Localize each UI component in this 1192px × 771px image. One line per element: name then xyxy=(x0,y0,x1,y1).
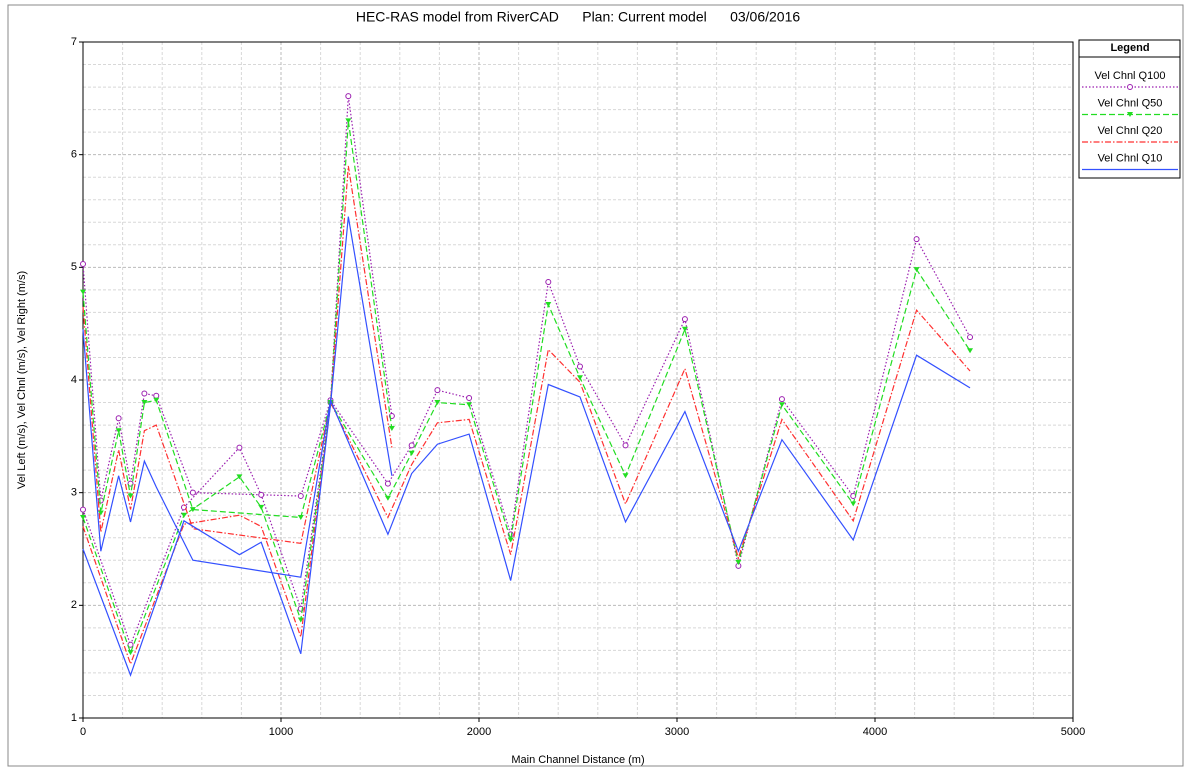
point xyxy=(180,512,187,518)
y-axis-label: Vel Left (m/s), Vel Chnl (m/s), Vel Righ… xyxy=(16,271,28,489)
y-tick-label: 3 xyxy=(71,487,77,499)
point xyxy=(967,334,974,341)
point xyxy=(408,450,415,456)
legend-label: Vel Chnl Q50 xyxy=(1098,97,1163,109)
point xyxy=(153,397,160,403)
point xyxy=(297,617,304,623)
legend-box xyxy=(1078,39,1181,179)
point xyxy=(545,278,552,285)
plot-border xyxy=(82,41,1074,719)
point xyxy=(681,326,688,332)
point xyxy=(1127,84,1133,90)
point xyxy=(115,415,122,422)
point xyxy=(345,93,352,100)
point xyxy=(258,504,265,510)
y-tick-label: 5 xyxy=(71,261,77,273)
x-tick-label: 1000 xyxy=(269,726,293,738)
point xyxy=(153,392,160,399)
point xyxy=(507,537,514,543)
point xyxy=(681,316,688,323)
point xyxy=(141,390,148,397)
y-tick-label: 7 xyxy=(71,36,77,48)
point xyxy=(80,514,86,520)
point xyxy=(850,501,857,507)
point xyxy=(466,395,473,402)
point xyxy=(622,442,629,449)
point xyxy=(97,510,104,516)
point xyxy=(297,514,304,520)
series-line xyxy=(82,216,971,677)
chart-title: HEC-RAS model from RiverCAD Plan: Curren… xyxy=(356,9,800,25)
point xyxy=(388,425,395,431)
x-tick-label: 0 xyxy=(80,726,86,738)
point xyxy=(778,396,785,403)
point xyxy=(408,442,415,449)
point xyxy=(189,507,196,513)
point xyxy=(466,402,473,408)
legend-label: Vel Chnl Q20 xyxy=(1098,125,1163,137)
legend-label: Vel Chnl Q10 xyxy=(1098,152,1163,164)
point xyxy=(384,480,391,487)
x-tick-label: 5000 xyxy=(1061,726,1085,738)
y-tick-label: 1 xyxy=(71,712,77,724)
point xyxy=(1127,112,1133,117)
point xyxy=(297,493,304,500)
y-tick-label: 4 xyxy=(71,374,77,386)
point xyxy=(913,236,920,243)
point xyxy=(115,428,122,434)
y-tick-label: 2 xyxy=(71,599,77,611)
point xyxy=(345,118,352,124)
point xyxy=(127,650,134,656)
point xyxy=(236,474,243,480)
point xyxy=(913,267,920,273)
point xyxy=(434,400,441,406)
point xyxy=(141,400,148,406)
point xyxy=(97,497,104,504)
point xyxy=(576,363,583,370)
legend-title: Legend xyxy=(1110,42,1149,54)
point xyxy=(80,506,86,513)
x-tick-label: 4000 xyxy=(863,726,887,738)
point xyxy=(545,302,552,308)
point xyxy=(576,375,583,381)
x-tick-label: 3000 xyxy=(665,726,689,738)
point xyxy=(80,289,86,295)
point xyxy=(735,560,742,566)
point xyxy=(384,495,391,501)
point xyxy=(778,402,785,408)
point xyxy=(189,489,196,496)
point xyxy=(80,260,86,267)
series-line xyxy=(82,165,971,666)
legend-label: Vel Chnl Q100 xyxy=(1095,70,1166,82)
y-tick-label: 6 xyxy=(71,149,77,161)
x-axis-label: Main Channel Distance (m) xyxy=(511,754,644,766)
point xyxy=(127,493,134,499)
point xyxy=(258,491,265,498)
point xyxy=(622,473,629,479)
point xyxy=(967,348,974,354)
x-tick-label: 2000 xyxy=(467,726,491,738)
point xyxy=(236,444,243,451)
point xyxy=(434,387,441,394)
